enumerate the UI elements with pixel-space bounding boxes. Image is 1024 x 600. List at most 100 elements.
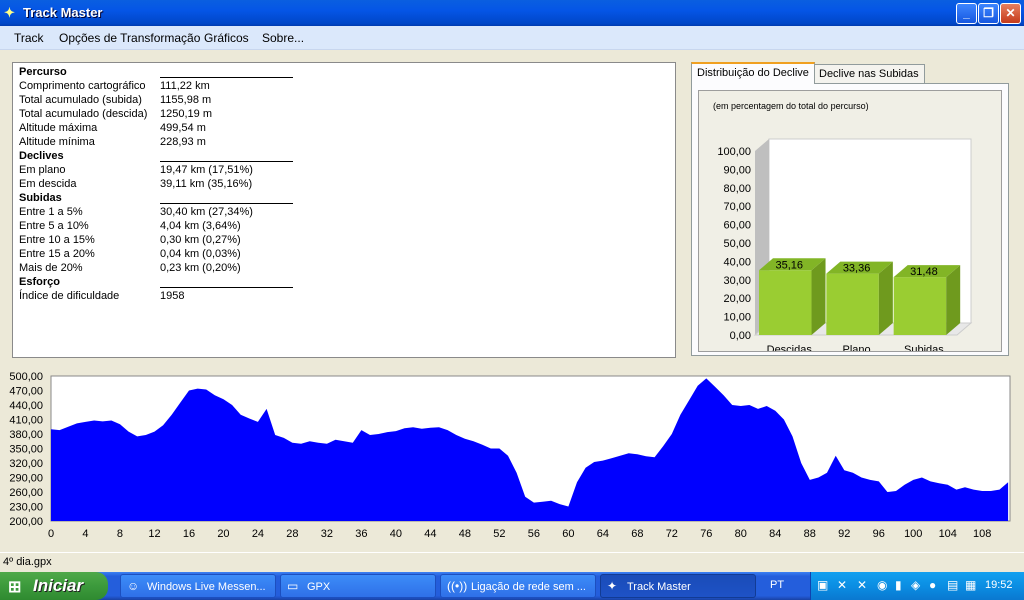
stats-value: 4,04 km (3,64%) [160, 220, 241, 232]
task-label: GPX [307, 581, 331, 593]
stats-value: 1155,98 m [160, 94, 212, 106]
x-tick-label: 52 [493, 528, 505, 540]
slope-distribution-chart: (em percentagem do total do percurso) 0,0… [698, 90, 1002, 356]
bar-value-label: 35,16 [775, 259, 803, 271]
stats-label: Declives [19, 150, 64, 162]
y-tick-label: 0,00 [730, 330, 751, 342]
stats-row: Entre 15 a 20% 0,04 km (0,03%) [19, 248, 319, 262]
battery-icon[interactable]: ▮ [895, 578, 902, 592]
statistics-panel: Percurso Comprimento cartográfico 111,22 k… [12, 62, 676, 358]
bar-value-label: 33,36 [843, 263, 871, 275]
network-disconnected-icon[interactable]: ✕ [837, 578, 848, 592]
x-tick-label: 68 [631, 528, 643, 540]
x-tick-label: 12 [148, 528, 160, 540]
system-tray: ▣ ✕ ✕ ◉ ▮ ◈ ● ▤ ▦ 19:52 [810, 572, 1024, 600]
security-icon[interactable]: ◉ [877, 578, 888, 592]
stats-label: Esforço [19, 276, 60, 288]
stats-label: Total acumulado (subida) [19, 94, 142, 106]
section-divider [160, 161, 293, 162]
status-bar: 4º dia.gpx [0, 552, 1024, 572]
x-category-label: Descidas [767, 344, 813, 351]
tab-slope-distribution[interactable]: Distribuição do Declive [691, 62, 815, 84]
tab-slope-climbs[interactable]: Declive nas Subidas [813, 64, 925, 83]
y-tick-label: 260,00 [9, 487, 43, 499]
x-tick-label: 44 [424, 528, 436, 540]
x-tick-label: 4 [82, 528, 88, 540]
x-category-label: Subidas [904, 344, 944, 351]
taskbar: ⊞ Iniciar ☺ Windows Live Messen... ▭ GPX… [0, 572, 1024, 600]
messenger-icon: ☺ [127, 579, 140, 593]
display-icon[interactable]: ▤ [947, 578, 959, 592]
monitor-icon[interactable]: ▦ [965, 578, 977, 592]
network-icon[interactable]: ▣ [817, 578, 829, 592]
x-tick-label: 104 [939, 528, 957, 540]
menu-about[interactable]: Sobre... [262, 31, 305, 45]
stats-section-header: Declives [19, 150, 319, 164]
maximize-button[interactable]: ❐ [978, 3, 999, 24]
y-tick-label: 70,00 [723, 201, 751, 213]
task-messenger[interactable]: ☺ Windows Live Messen... [120, 574, 276, 598]
stats-value: 19,47 km (17,51%) [160, 164, 253, 176]
task-label: Windows Live Messen... [147, 581, 266, 593]
alert-icon[interactable]: ● [929, 578, 937, 592]
bar-chart-svg: (em percentagem do total do percurso) 0,0… [713, 101, 973, 356]
x-tick-label: 36 [355, 528, 367, 540]
stats-row: Entre 10 a 15% 0,30 km (0,27%) [19, 234, 319, 248]
stats-label: Entre 5 a 10% [19, 220, 89, 232]
stats-value: 1250,19 m [160, 108, 212, 120]
task-wireless[interactable]: ((•)) Ligação de rede sem ... [440, 574, 596, 598]
task-label: Track Master [627, 581, 691, 593]
stats-row: Total acumulado (descida) 1250,19 m [19, 108, 319, 122]
minimize-button[interactable]: _ [956, 3, 977, 24]
app-window: ✦ Track Master _ ❐ ✕ Track Opções de Tra… [0, 0, 1024, 572]
stats-label: Entre 10 a 15% [19, 234, 95, 246]
x-tick-label: 72 [666, 528, 678, 540]
status-filename: 4º dia.gpx [3, 556, 52, 568]
stats-label: Em descida [19, 178, 77, 190]
x-tick-label: 40 [390, 528, 402, 540]
y-tick-label: 230,00 [9, 502, 43, 514]
stats-label: Altitude mínima [19, 136, 95, 148]
section-divider [160, 203, 293, 204]
stats-value: 0,30 km (0,27%) [160, 234, 241, 246]
stats-value: 0,23 km (0,20%) [160, 262, 241, 274]
close-button[interactable]: ✕ [1000, 3, 1021, 24]
antivirus-icon[interactable]: ◈ [911, 578, 921, 592]
stats-value: 111,22 km [160, 80, 210, 92]
menu-track[interactable]: Track [14, 31, 44, 45]
y-tick-label: 320,00 [9, 458, 43, 470]
x-tick-label: 20 [217, 528, 229, 540]
bar-top [759, 258, 826, 271]
menu-charts[interactable]: Gráficos [204, 31, 249, 45]
stats-section-header: Esforço [19, 276, 319, 290]
bar-top [826, 261, 893, 274]
x-tick-label: 24 [252, 528, 264, 540]
stats-value: 1958 [160, 290, 185, 302]
stats-label: Índice de dificuldade [19, 290, 120, 302]
stats-row: Em descida 39,11 km (35,16%) [19, 178, 319, 192]
language-indicator[interactable]: PT [770, 579, 785, 591]
bar-side [811, 258, 826, 335]
task-gpx-folder[interactable]: ▭ GPX [280, 574, 436, 598]
bar-top [893, 265, 961, 278]
start-button[interactable]: ⊞ Iniciar [0, 572, 108, 600]
task-track-master[interactable]: ✦ Track Master [600, 574, 756, 598]
title-bar[interactable]: ✦ Track Master _ ❐ ✕ [0, 0, 1024, 26]
stats-value: 39,11 km (35,16%) [160, 178, 253, 190]
x-tick-label: 92 [838, 528, 850, 540]
menu-transform-options[interactable]: Opções de Transformação [59, 31, 201, 45]
stats-label: Total acumulado (descida) [19, 108, 148, 120]
stats-label: Percurso [19, 66, 67, 78]
stats-label: Entre 1 a 5% [19, 206, 83, 218]
stats-value: 499,54 m [160, 122, 206, 134]
stats-value: 0,04 km (0,03%) [160, 248, 241, 260]
x-tick-label: 0 [48, 528, 54, 540]
bar-front [893, 277, 947, 335]
chart-tabs: Distribuição do Declive Declive nas Subi… [691, 62, 1011, 356]
x-tick-label: 76 [700, 528, 712, 540]
bar-side [878, 261, 893, 335]
x-tick-label: 108 [973, 528, 991, 540]
network-error-icon[interactable]: ✕ [857, 578, 868, 592]
y-tick-label: 350,00 [9, 444, 43, 456]
stats-row: Entre 1 a 5% 30,40 km (27,34%) [19, 206, 319, 220]
